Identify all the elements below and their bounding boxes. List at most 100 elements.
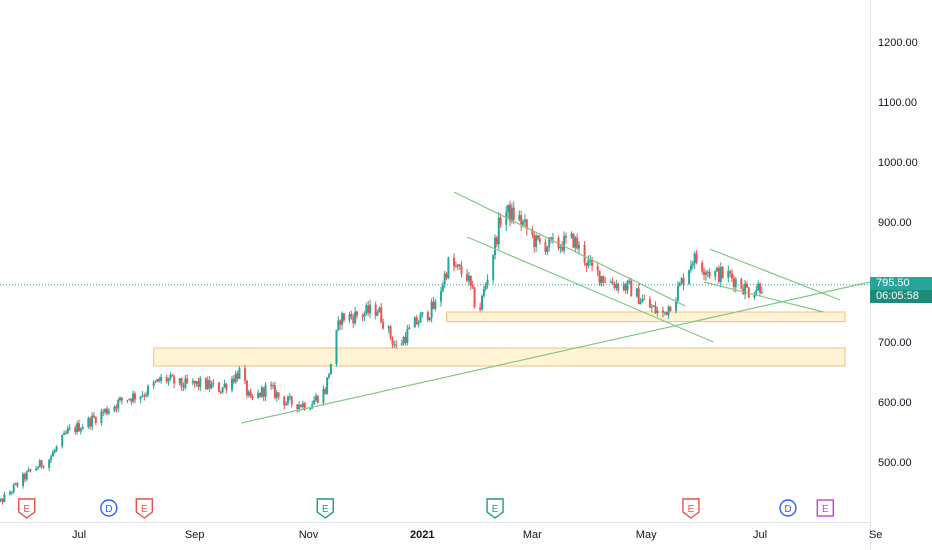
candle-down [596,261,599,276]
time-axis[interactable]: Jul Sep Nov 2021 Mar May Jul Se [72,529,882,541]
candle-up [160,373,163,384]
candle-up [744,279,747,300]
candle-up [467,271,470,286]
earnings-marker[interactable]: E [135,498,154,519]
earnings-marker[interactable]: E [816,499,835,517]
candle-up [0,498,2,503]
candle-down [404,332,407,346]
candle-up [551,233,554,244]
candle-down [471,280,474,290]
candle-up [589,254,592,266]
svg-text:E: E [688,504,695,515]
candle-down [180,377,183,391]
candle-down [249,388,252,399]
candle-down [105,405,108,416]
candle-down [283,395,286,410]
candle-up [206,376,209,391]
earnings-marker[interactable]: E [316,498,334,519]
candle-up [147,384,150,398]
price-tick-label: 500.00 [878,457,912,469]
candle-up [535,233,538,252]
candle-down [143,392,146,401]
candle-up [132,390,135,404]
earnings-marker[interactable]: E [682,498,700,519]
candle-up [447,256,450,280]
candle-up [675,297,678,314]
candle-up [563,231,566,254]
candle-up [688,269,691,285]
candle-down [508,200,511,227]
support-zone [153,347,846,367]
candle-up [456,264,459,271]
candle-down [158,376,161,383]
candle-down [217,381,220,393]
candle-up [439,286,442,307]
candle-up [128,398,131,401]
candle-down [182,382,185,392]
candle-down [251,393,254,401]
candle-up [104,408,107,415]
candle-up [639,297,642,305]
earnings-marker[interactable]: E [18,498,36,519]
candle-up [14,482,17,486]
candle-up [51,449,54,457]
candle-down [232,375,235,385]
candle-up [365,302,368,316]
candle-up [156,378,159,383]
candle-down [277,392,280,400]
dividend-marker[interactable]: D [779,499,797,517]
candle-down [273,381,276,400]
candle-down [244,364,247,385]
price-axis[interactable]: 500.00600.00700.00800.00900.001000.00110… [878,37,918,469]
candle-up [329,363,332,375]
candle-down [703,267,706,281]
candle-up [337,316,340,332]
candle-down [598,270,601,286]
candle-up [223,379,226,389]
candle-up [210,380,213,390]
candle-up [288,393,291,401]
candle-up [238,366,241,380]
candle-down [258,392,261,398]
candle-up [169,372,172,381]
candle-up [757,280,760,292]
candle-up [66,425,69,435]
candle-up [126,399,129,404]
earnings-marker[interactable]: E [486,498,504,519]
candle-up [184,374,187,390]
candle-down [236,370,239,382]
candle-down [352,313,355,328]
candle-down [617,282,620,294]
candle-down [585,262,588,272]
time-tick-label: Jul [753,529,767,541]
candle-down [717,265,720,284]
candle-up [79,426,82,435]
trendline [709,248,841,301]
dividend-marker[interactable]: D [100,499,118,517]
candle-up [484,282,487,291]
candle-up [408,324,411,330]
candle-up [667,305,670,320]
candle-up [335,329,338,367]
candle-up [264,382,267,402]
candle-down [64,430,67,435]
candle-down [740,277,743,290]
candle-up [689,260,692,273]
candle-up [141,391,144,398]
candle-down [171,373,174,377]
candle-down [624,282,627,294]
candle-down [40,459,43,469]
candle-up [755,285,758,297]
candle-down [445,271,448,281]
candle-down [208,376,211,392]
candle-down [665,311,668,316]
candle-down [29,469,32,473]
candle-up [719,262,722,288]
trendlines [241,191,871,424]
time-tick-label: 2021 [410,529,434,541]
candle-down [415,315,418,325]
svg-text:E: E [23,504,30,515]
candle-up [652,305,655,308]
